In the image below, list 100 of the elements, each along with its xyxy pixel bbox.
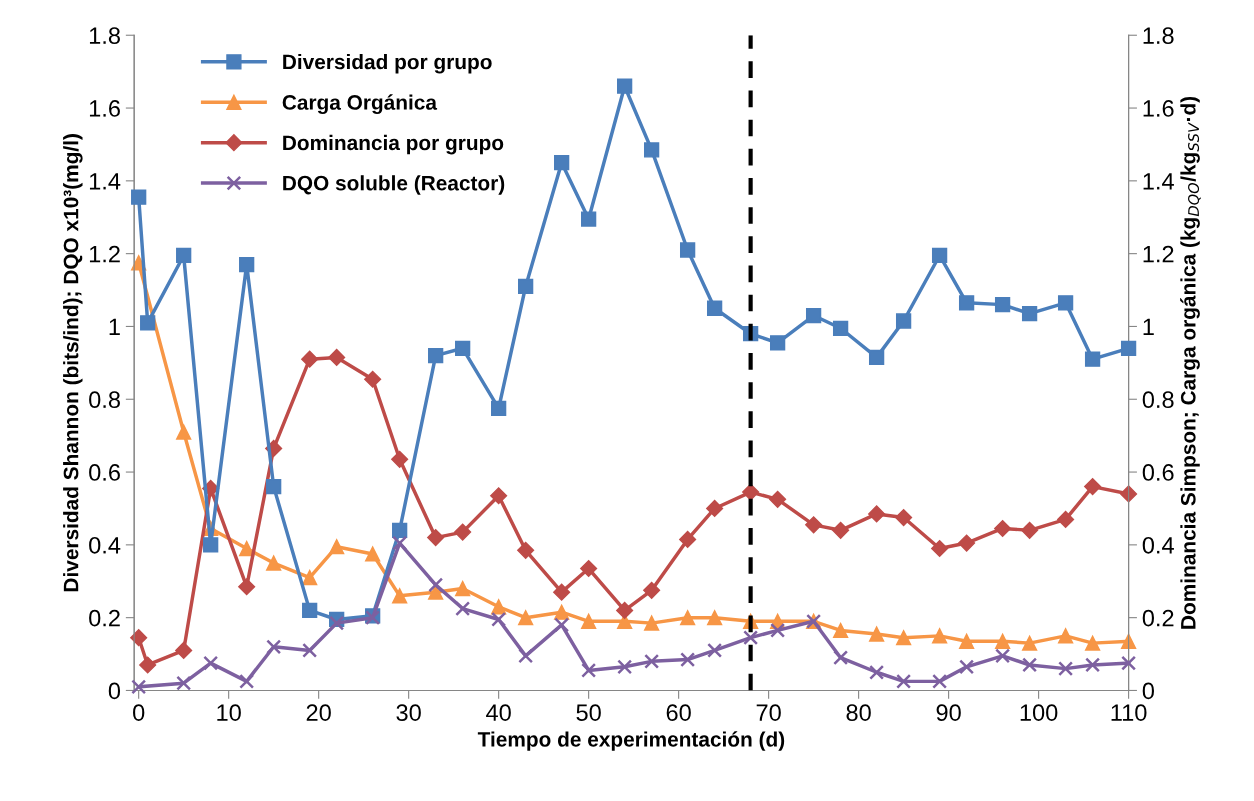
legend-label: Carga Orgánica bbox=[282, 94, 438, 115]
point bbox=[832, 622, 849, 639]
x-tick-label: 20 bbox=[306, 704, 331, 721]
y2-tick-label: 0.2 bbox=[1142, 609, 1174, 627]
point bbox=[616, 601, 634, 619]
point bbox=[770, 622, 786, 638]
y-tick-label: 1.8 bbox=[89, 27, 120, 45]
x-tick-label: 30 bbox=[396, 704, 421, 721]
y2-tick-label: 0.6 bbox=[1142, 464, 1174, 481]
point bbox=[958, 633, 975, 649]
point bbox=[643, 615, 660, 631]
y2-tick-label: 0 bbox=[1142, 682, 1154, 700]
y-tick-label: 0 bbox=[108, 682, 121, 700]
point bbox=[392, 588, 408, 604]
point bbox=[869, 664, 885, 680]
y-tick-label: 0.2 bbox=[89, 609, 120, 627]
point bbox=[329, 539, 345, 555]
x-tick-label: 10 bbox=[217, 704, 241, 721]
point bbox=[139, 656, 157, 674]
x-axis-title: Tiempo de experimentación (d) bbox=[477, 731, 785, 751]
point bbox=[1084, 635, 1101, 651]
point bbox=[1021, 521, 1039, 539]
point bbox=[1120, 340, 1137, 356]
point bbox=[868, 349, 885, 366]
point bbox=[301, 350, 319, 368]
point bbox=[805, 307, 822, 324]
point bbox=[742, 483, 760, 501]
x-tick-label: 40 bbox=[486, 704, 511, 721]
point bbox=[995, 648, 1011, 664]
y-axis-title: Diversidad Shannon (bits/ind); DQO x10³(mg/l) bbox=[63, 134, 83, 592]
point bbox=[491, 611, 507, 627]
point bbox=[302, 642, 318, 658]
y-tick-label: 0.4 bbox=[89, 536, 121, 554]
point bbox=[131, 189, 147, 205]
point bbox=[203, 655, 219, 671]
point bbox=[616, 78, 633, 94]
point bbox=[518, 648, 534, 664]
point bbox=[455, 580, 471, 597]
point bbox=[391, 450, 409, 468]
point bbox=[553, 583, 571, 601]
point bbox=[131, 679, 147, 695]
point bbox=[832, 521, 850, 539]
point bbox=[328, 348, 346, 366]
point bbox=[1057, 295, 1074, 311]
point bbox=[175, 641, 193, 659]
point bbox=[176, 675, 192, 691]
point bbox=[581, 662, 597, 678]
point bbox=[1084, 351, 1101, 367]
y-tick-label: 0.8 bbox=[89, 391, 120, 409]
point bbox=[833, 650, 849, 666]
point bbox=[454, 523, 472, 541]
point bbox=[517, 541, 535, 559]
point bbox=[203, 537, 219, 553]
point bbox=[896, 673, 912, 689]
y-tick-label: 1.6 bbox=[89, 100, 120, 117]
point bbox=[1021, 635, 1038, 651]
y-tick-label: 0.6 bbox=[89, 464, 120, 481]
x-tick-label: 100 bbox=[1020, 704, 1058, 721]
point bbox=[554, 604, 570, 620]
point bbox=[617, 659, 633, 675]
point bbox=[266, 555, 282, 571]
point bbox=[868, 505, 886, 523]
point bbox=[679, 530, 697, 548]
point bbox=[1121, 655, 1137, 671]
point bbox=[302, 569, 318, 586]
point bbox=[130, 629, 148, 647]
point bbox=[266, 639, 282, 655]
point bbox=[239, 673, 255, 689]
point bbox=[491, 400, 507, 416]
point bbox=[931, 628, 948, 644]
x-tick-label: 90 bbox=[936, 704, 961, 721]
point bbox=[491, 599, 507, 615]
point bbox=[365, 546, 381, 562]
point bbox=[392, 522, 408, 538]
y-tick-label: 1.2 bbox=[89, 245, 120, 263]
point bbox=[518, 610, 534, 626]
point bbox=[1084, 478, 1102, 496]
point bbox=[140, 315, 156, 331]
point bbox=[832, 320, 849, 336]
y2-tick-label: 0.8 bbox=[1142, 391, 1174, 409]
y2-tick-label: 1.6 bbox=[1143, 100, 1174, 117]
point bbox=[238, 578, 256, 596]
point bbox=[1021, 306, 1038, 322]
point bbox=[1022, 657, 1038, 673]
point bbox=[554, 155, 570, 171]
point bbox=[581, 211, 597, 227]
point bbox=[931, 539, 949, 558]
y2-tick-label: 1.4 bbox=[1143, 173, 1174, 190]
point bbox=[958, 295, 975, 311]
point bbox=[580, 559, 598, 578]
point bbox=[302, 602, 318, 619]
point bbox=[994, 519, 1012, 538]
point bbox=[1058, 661, 1074, 677]
point bbox=[1120, 485, 1138, 503]
point bbox=[554, 617, 570, 633]
point bbox=[706, 499, 724, 518]
point bbox=[266, 478, 282, 495]
point bbox=[707, 642, 723, 658]
point bbox=[932, 673, 948, 689]
x-tick-label: 0 bbox=[133, 704, 145, 721]
